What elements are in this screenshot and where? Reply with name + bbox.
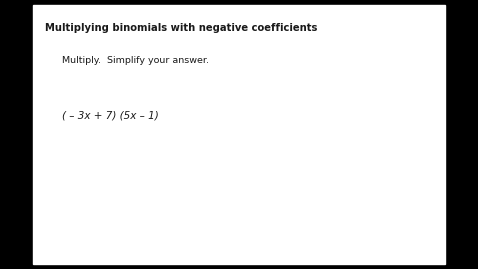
Text: Multiply.  Simplify your answer.: Multiply. Simplify your answer.: [62, 56, 209, 65]
Text: ( – 3x + 7) (5x – 1): ( – 3x + 7) (5x – 1): [62, 110, 159, 120]
Text: Multiplying binomials with negative coefficients: Multiplying binomials with negative coef…: [45, 23, 318, 33]
